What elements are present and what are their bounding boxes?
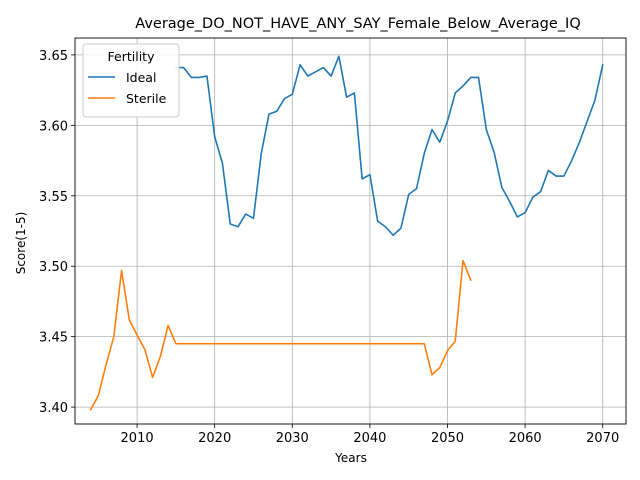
series-lines xyxy=(89,55,604,411)
legend: Fertility Ideal Sterile xyxy=(82,43,180,118)
y-tick-label: 3.50 xyxy=(39,260,68,275)
y-tick-label: 3.60 xyxy=(39,119,68,134)
legend-label-ideal: Ideal xyxy=(126,70,156,85)
x-tick-label: 2040 xyxy=(353,431,386,446)
y-tick-label: 3.55 xyxy=(39,190,68,205)
x-tick-label: 2020 xyxy=(198,431,231,446)
chart-title: Average_DO_NOT_HAVE_ANY_SAY_Female_Below… xyxy=(135,16,581,32)
x-tick-label: 2050 xyxy=(431,431,464,446)
series-line-ideal xyxy=(175,55,604,237)
plot-area-frame xyxy=(74,37,627,425)
y-tick-label: 3.65 xyxy=(39,49,68,64)
axis-ticks: 2010 2020 2030 2040 2050 2060 2070 3.40 3.45 3.50… xyxy=(39,49,619,446)
series-line-sterile xyxy=(89,259,472,411)
x-tick-label: 2030 xyxy=(276,431,309,446)
y-axis-title: Score(1-5) xyxy=(14,212,28,275)
y-tick-label: 3.45 xyxy=(39,331,68,346)
x-tick-label: 2060 xyxy=(509,431,542,446)
legend-title: Fertility xyxy=(108,49,156,64)
x-tick-label: 2070 xyxy=(586,431,619,446)
x-axis-title: Years xyxy=(334,451,367,465)
y-tick-label: 3.40 xyxy=(39,401,68,416)
legend-label-sterile: Sterile xyxy=(126,91,167,106)
x-tick-label: 2010 xyxy=(121,431,154,446)
